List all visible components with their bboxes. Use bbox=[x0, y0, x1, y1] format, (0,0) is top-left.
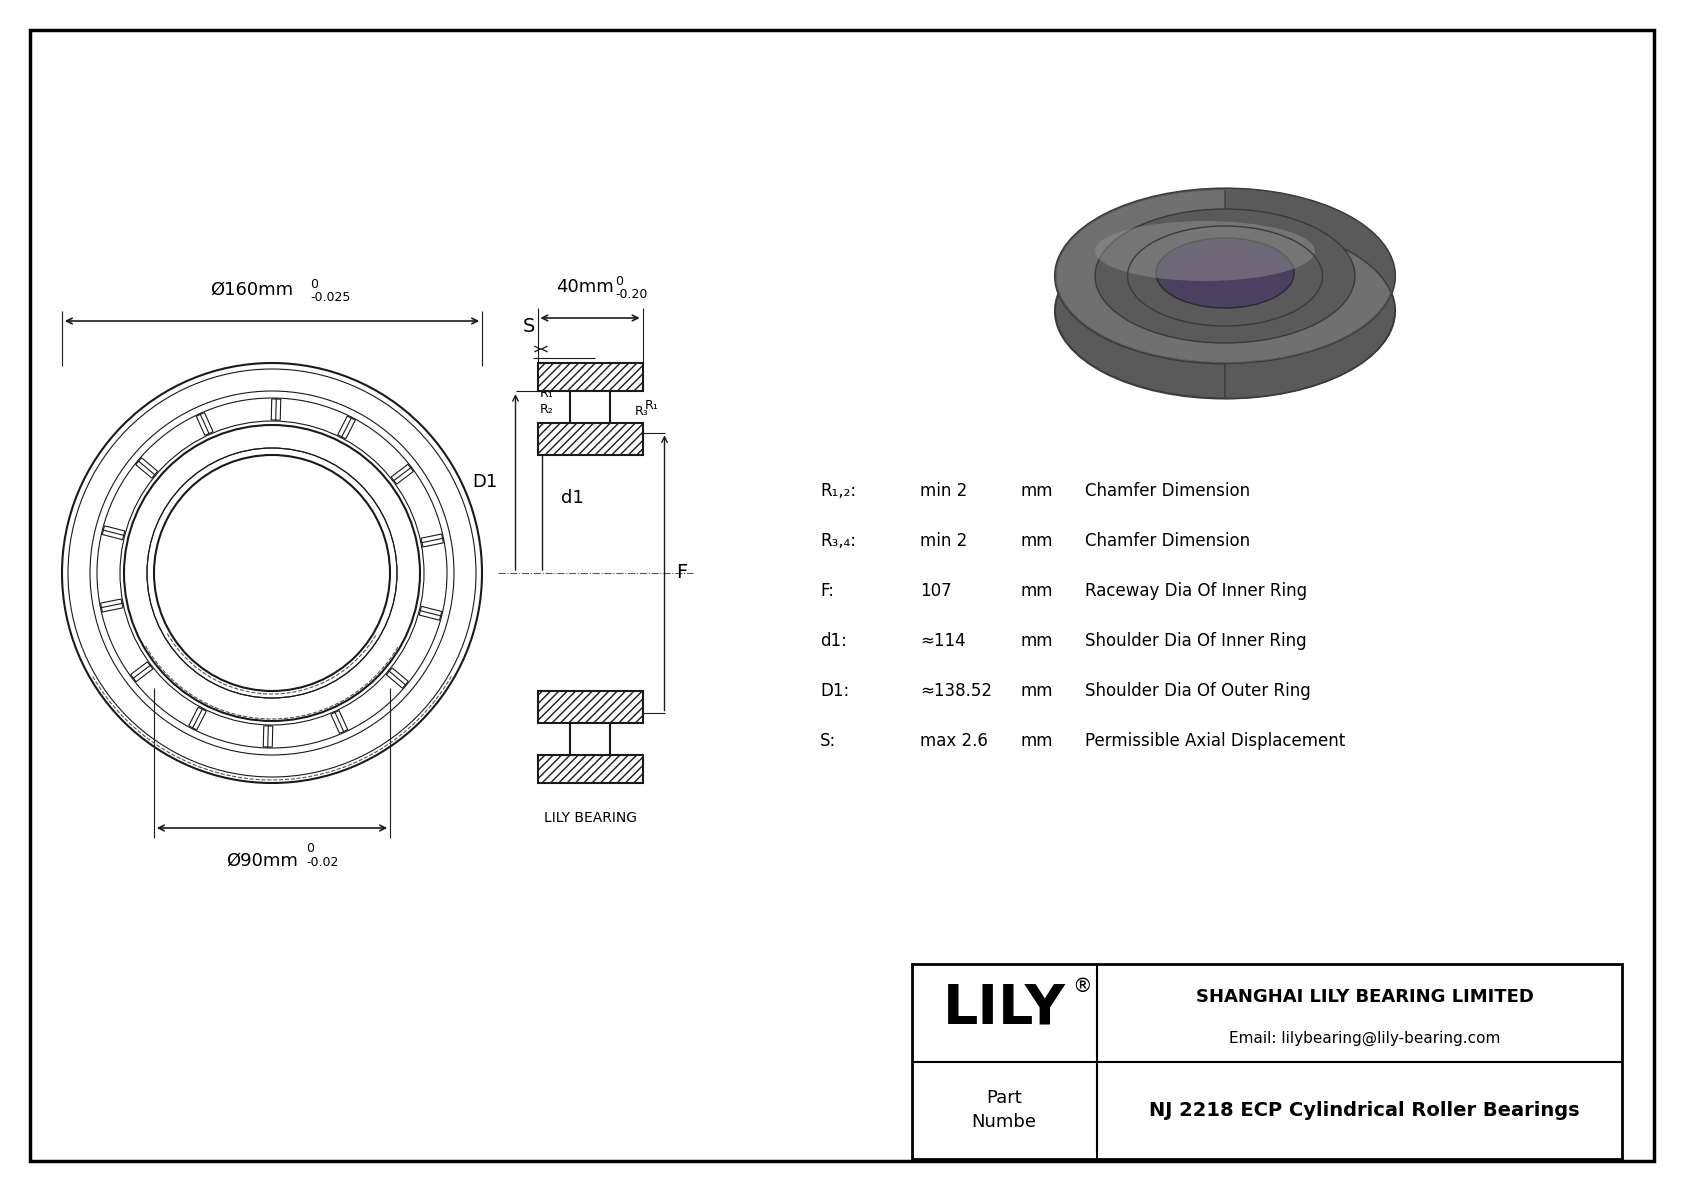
Polygon shape bbox=[537, 755, 643, 782]
Bar bbox=[386, 668, 408, 688]
Bar bbox=[391, 464, 413, 484]
Text: S: S bbox=[522, 317, 536, 336]
Text: ®: ® bbox=[1073, 978, 1091, 997]
Bar bbox=[419, 606, 441, 621]
Text: 0: 0 bbox=[306, 842, 313, 855]
Text: Chamfer Dimension: Chamfer Dimension bbox=[1084, 482, 1250, 500]
Text: mm: mm bbox=[1021, 732, 1052, 750]
Text: LILY BEARING: LILY BEARING bbox=[544, 811, 637, 825]
Text: -0.025: -0.025 bbox=[310, 291, 350, 304]
Polygon shape bbox=[1224, 188, 1394, 399]
Text: mm: mm bbox=[1021, 532, 1052, 550]
Text: ≈114: ≈114 bbox=[919, 632, 965, 650]
Text: Permissible Axial Displacement: Permissible Axial Displacement bbox=[1084, 732, 1346, 750]
Bar bbox=[421, 534, 443, 547]
Text: R₂: R₂ bbox=[539, 403, 554, 416]
Text: 0: 0 bbox=[615, 275, 623, 288]
Polygon shape bbox=[537, 423, 643, 455]
Bar bbox=[197, 412, 214, 436]
Text: Raceway Dia Of Inner Ring: Raceway Dia Of Inner Ring bbox=[1084, 582, 1307, 600]
Text: 40mm: 40mm bbox=[556, 278, 615, 297]
Text: S:: S: bbox=[820, 732, 837, 750]
Text: d1:: d1: bbox=[820, 632, 847, 650]
Text: D1:: D1: bbox=[820, 682, 849, 700]
Ellipse shape bbox=[1054, 188, 1394, 363]
Text: 0: 0 bbox=[310, 278, 318, 291]
Text: R₂: R₂ bbox=[618, 373, 632, 386]
Text: LILY: LILY bbox=[943, 981, 1066, 1036]
Ellipse shape bbox=[1095, 208, 1356, 343]
Text: Email: lilybearing@lily-bearing.com: Email: lilybearing@lily-bearing.com bbox=[1229, 1030, 1500, 1046]
Bar bbox=[338, 416, 355, 438]
Text: R₁: R₁ bbox=[539, 387, 554, 400]
Text: Shoulder Dia Of Inner Ring: Shoulder Dia Of Inner Ring bbox=[1084, 632, 1307, 650]
Polygon shape bbox=[537, 363, 643, 391]
Text: R₁: R₁ bbox=[645, 399, 658, 412]
Bar bbox=[103, 525, 125, 540]
Ellipse shape bbox=[1155, 238, 1293, 308]
Text: R₃: R₃ bbox=[635, 405, 648, 418]
Bar bbox=[330, 711, 349, 734]
Text: R₄: R₄ bbox=[551, 423, 566, 436]
Text: R₁,₂:: R₁,₂: bbox=[820, 482, 855, 500]
Text: Shoulder Dia Of Outer Ring: Shoulder Dia Of Outer Ring bbox=[1084, 682, 1310, 700]
Text: mm: mm bbox=[1021, 582, 1052, 600]
Text: Chamfer Dimension: Chamfer Dimension bbox=[1084, 532, 1250, 550]
Text: F: F bbox=[677, 563, 687, 582]
Text: D1: D1 bbox=[472, 473, 497, 491]
Text: R₃,₄:: R₃,₄: bbox=[820, 532, 855, 550]
Text: Ø90mm: Ø90mm bbox=[226, 852, 298, 869]
Text: SHANGHAI LILY BEARING LIMITED: SHANGHAI LILY BEARING LIMITED bbox=[1196, 989, 1534, 1006]
Text: -0.02: -0.02 bbox=[306, 856, 338, 869]
Bar bbox=[189, 707, 205, 730]
Text: min 2: min 2 bbox=[919, 532, 967, 550]
Text: Ø160mm: Ø160mm bbox=[210, 281, 293, 299]
Text: max 2.6: max 2.6 bbox=[919, 732, 989, 750]
Bar bbox=[136, 457, 158, 478]
Text: ≈138.52: ≈138.52 bbox=[919, 682, 992, 700]
Polygon shape bbox=[571, 391, 610, 423]
Text: d1: d1 bbox=[561, 490, 583, 507]
Text: Part
Numbe: Part Numbe bbox=[972, 1090, 1036, 1131]
Text: 107: 107 bbox=[919, 582, 951, 600]
Bar bbox=[131, 662, 153, 681]
Text: mm: mm bbox=[1021, 632, 1052, 650]
Text: -0.20: -0.20 bbox=[615, 288, 647, 301]
Ellipse shape bbox=[1054, 224, 1394, 399]
Ellipse shape bbox=[1095, 222, 1315, 281]
Text: min 2: min 2 bbox=[919, 482, 967, 500]
Polygon shape bbox=[537, 691, 643, 723]
Text: mm: mm bbox=[1021, 682, 1052, 700]
Text: F:: F: bbox=[820, 582, 834, 600]
Text: NJ 2218 ECP Cylindrical Roller Bearings: NJ 2218 ECP Cylindrical Roller Bearings bbox=[1148, 1100, 1580, 1120]
Text: mm: mm bbox=[1021, 482, 1052, 500]
Bar bbox=[263, 725, 273, 747]
Polygon shape bbox=[571, 723, 610, 755]
Bar bbox=[271, 399, 281, 420]
Bar bbox=[101, 599, 123, 612]
Ellipse shape bbox=[1155, 270, 1295, 342]
